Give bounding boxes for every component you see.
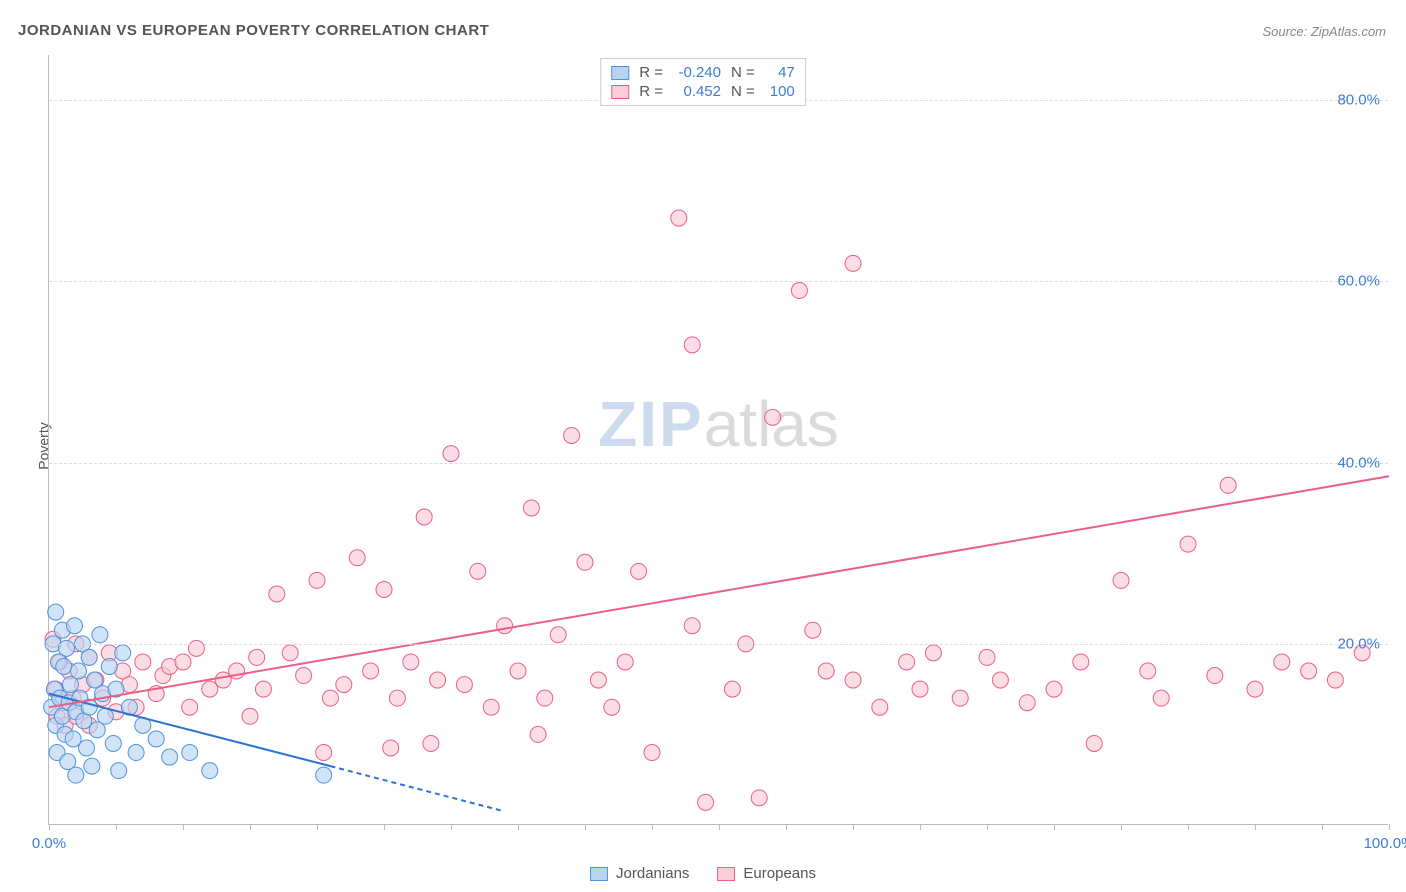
plot-area: ZIPatlas 20.0%40.0%60.0%80.0%0.0%100.0%	[48, 55, 1388, 825]
x-tick	[183, 824, 184, 830]
n-label: N =	[731, 83, 755, 100]
gridline	[49, 463, 1388, 464]
n-label: N =	[731, 64, 755, 81]
x-tick	[49, 824, 50, 830]
x-tick	[384, 824, 385, 830]
n-value-jordanians: 47	[761, 64, 795, 81]
legend-item-europeans: Europeans	[717, 865, 816, 882]
swatch-blue	[590, 867, 608, 881]
legend-label-jordanians: Jordanians	[616, 865, 689, 882]
y-tick-label: 40.0%	[1337, 454, 1380, 471]
x-tick	[652, 824, 653, 830]
y-tick-label: 80.0%	[1337, 92, 1380, 109]
correlation-stats-box: R = -0.240 N = 47 R = 0.452 N = 100	[600, 58, 806, 106]
x-tick-label: 0.0%	[32, 835, 66, 852]
x-tick	[719, 824, 720, 830]
r-value-europeans: 0.452	[669, 83, 721, 100]
x-tick	[853, 824, 854, 830]
y-tick-label: 20.0%	[1337, 635, 1380, 652]
y-tick-label: 60.0%	[1337, 273, 1380, 290]
x-tick	[518, 824, 519, 830]
x-tick	[987, 824, 988, 830]
swatch-blue	[611, 66, 629, 80]
r-label: R =	[639, 64, 663, 81]
bottom-legend: Jordanians Europeans	[590, 865, 816, 882]
x-tick	[317, 824, 318, 830]
swatch-pink	[611, 85, 629, 99]
gridline	[49, 644, 1388, 645]
swatch-pink	[717, 867, 735, 881]
x-tick-label: 100.0%	[1364, 835, 1406, 852]
x-tick	[585, 824, 586, 830]
x-tick	[451, 824, 452, 830]
stats-row-jordanians: R = -0.240 N = 47	[611, 63, 795, 82]
legend-item-jordanians: Jordanians	[590, 865, 689, 882]
r-label: R =	[639, 83, 663, 100]
x-tick	[250, 824, 251, 830]
x-tick	[1121, 824, 1122, 830]
x-tick	[1188, 824, 1189, 830]
scatter-svg	[49, 55, 1388, 824]
stats-row-europeans: R = 0.452 N = 100	[611, 82, 795, 101]
legend-label-europeans: Europeans	[743, 865, 816, 882]
x-tick	[116, 824, 117, 830]
x-tick	[786, 824, 787, 830]
n-value-europeans: 100	[761, 83, 795, 100]
x-tick	[1054, 824, 1055, 830]
x-tick	[920, 824, 921, 830]
x-tick	[1255, 824, 1256, 830]
source-attribution: Source: ZipAtlas.com	[1262, 24, 1386, 39]
gridline	[49, 281, 1388, 282]
r-value-jordanians: -0.240	[669, 64, 721, 81]
x-tick	[1389, 824, 1390, 830]
chart-title: JORDANIAN VS EUROPEAN POVERTY CORRELATIO…	[18, 22, 489, 39]
x-tick	[1322, 824, 1323, 830]
